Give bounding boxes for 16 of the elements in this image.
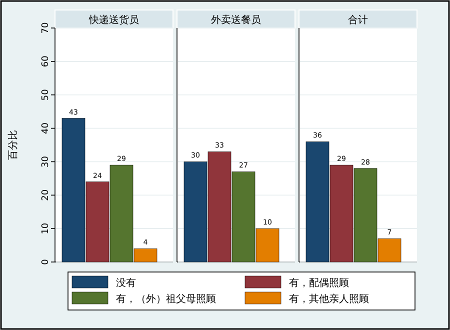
x-tick-label: 快递送货员: [88, 14, 139, 26]
y-tick-label: 10: [41, 222, 51, 234]
y-tick-label: 70: [41, 22, 51, 34]
legend-label: 没有: [116, 277, 136, 289]
y-tick-label: 20: [41, 189, 51, 201]
legend-label: 有，（外）祖父母照顾: [116, 293, 216, 305]
y-tick-label: 40: [41, 122, 51, 134]
y-tick-label: 60: [41, 55, 51, 68]
legend-label: 有，配偶照顾: [289, 277, 349, 289]
legend-label: 有，其他亲人照顾: [289, 293, 369, 305]
y-tick-label: 0: [41, 258, 51, 265]
y-tick-label: 30: [41, 156, 51, 168]
y-axis-title: 百分比: [7, 130, 19, 160]
y-tick-label: 50: [41, 88, 51, 101]
x-tick-label: 合计: [348, 14, 368, 26]
x-tick-label: 外卖送餐员: [211, 14, 261, 26]
